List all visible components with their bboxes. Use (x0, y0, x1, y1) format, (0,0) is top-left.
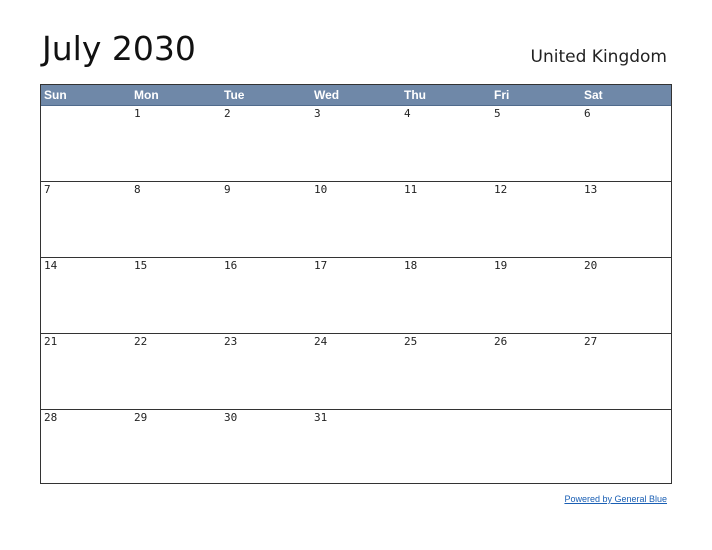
day-number: 16 (224, 259, 238, 272)
day-number: 27 (584, 335, 598, 348)
weekday-header: Tue (224, 88, 245, 102)
country-label: United Kingdom (530, 47, 667, 67)
day-cell: 7 (41, 182, 131, 257)
day-number: 22 (134, 335, 148, 348)
day-cell: 19 (491, 258, 581, 333)
weekday-header: Wed (314, 88, 340, 102)
day-cell: 30 (221, 410, 311, 487)
weekday-header: Sat (584, 88, 603, 102)
day-cell: 24 (311, 334, 401, 409)
day-number: 17 (314, 259, 328, 272)
day-cell: 2 (221, 106, 311, 181)
day-number: 24 (314, 335, 328, 348)
day-number: 18 (404, 259, 418, 272)
day-number: 2 (224, 107, 231, 120)
day-cell: 9 (221, 182, 311, 257)
page-title: July 2030 (42, 29, 196, 68)
day-number: 25 (404, 335, 418, 348)
day-cell: 13 (581, 182, 671, 257)
day-number: 28 (44, 411, 58, 424)
day-cell: 28 (41, 410, 131, 487)
day-number: 6 (584, 107, 591, 120)
weekday-header: Sun (44, 88, 67, 102)
day-cell: 10 (311, 182, 401, 257)
weekday-header: Fri (494, 88, 510, 102)
week-row: 1 2 3 4 5 6 (41, 106, 671, 182)
day-cell: 14 (41, 258, 131, 333)
weekday-header: Thu (404, 88, 426, 102)
week-row: 21 22 23 24 25 26 27 (41, 334, 671, 410)
week-row: 14 15 16 17 18 19 20 (41, 258, 671, 334)
powered-by-link[interactable]: Powered by General Blue (564, 494, 667, 504)
day-cell: 4 (401, 106, 491, 181)
day-cell: 21 (41, 334, 131, 409)
day-cell: 26 (491, 334, 581, 409)
day-cell: 1 (131, 106, 221, 181)
day-cell: 23 (221, 334, 311, 409)
day-cell (491, 410, 581, 487)
weekday-header: Mon (134, 88, 159, 102)
day-cell (401, 410, 491, 487)
day-number: 9 (224, 183, 231, 196)
day-cell: 3 (311, 106, 401, 181)
day-number: 26 (494, 335, 508, 348)
day-cell (41, 106, 131, 181)
day-cell: 16 (221, 258, 311, 333)
day-number: 21 (44, 335, 58, 348)
week-row: 28 29 30 31 (41, 410, 671, 487)
day-number: 30 (224, 411, 238, 424)
weekday-header-row: Sun Mon Tue Wed Thu Fri Sat (41, 85, 671, 106)
day-number: 8 (134, 183, 141, 196)
day-number: 13 (584, 183, 598, 196)
day-cell: 22 (131, 334, 221, 409)
day-number: 7 (44, 183, 51, 196)
day-cell: 29 (131, 410, 221, 487)
calendar-grid: Sun Mon Tue Wed Thu Fri Sat 1 2 3 4 5 6 … (40, 84, 672, 484)
day-cell: 27 (581, 334, 671, 409)
day-cell: 31 (311, 410, 401, 487)
day-number: 1 (134, 107, 141, 120)
day-cell: 20 (581, 258, 671, 333)
day-number: 11 (404, 183, 418, 196)
week-row: 7 8 9 10 11 12 13 (41, 182, 671, 258)
day-number: 12 (494, 183, 508, 196)
day-cell: 5 (491, 106, 581, 181)
day-number: 10 (314, 183, 328, 196)
day-number: 15 (134, 259, 148, 272)
day-number: 20 (584, 259, 598, 272)
day-number: 5 (494, 107, 501, 120)
day-number: 29 (134, 411, 148, 424)
day-number: 31 (314, 411, 328, 424)
day-number: 4 (404, 107, 411, 120)
day-number: 23 (224, 335, 238, 348)
day-cell: 8 (131, 182, 221, 257)
day-cell: 6 (581, 106, 671, 181)
day-cell: 18 (401, 258, 491, 333)
day-cell: 15 (131, 258, 221, 333)
day-cell: 25 (401, 334, 491, 409)
day-number: 14 (44, 259, 58, 272)
day-number: 19 (494, 259, 508, 272)
day-cell: 11 (401, 182, 491, 257)
day-number: 3 (314, 107, 321, 120)
day-cell: 17 (311, 258, 401, 333)
day-cell: 12 (491, 182, 581, 257)
day-cell (581, 410, 671, 487)
